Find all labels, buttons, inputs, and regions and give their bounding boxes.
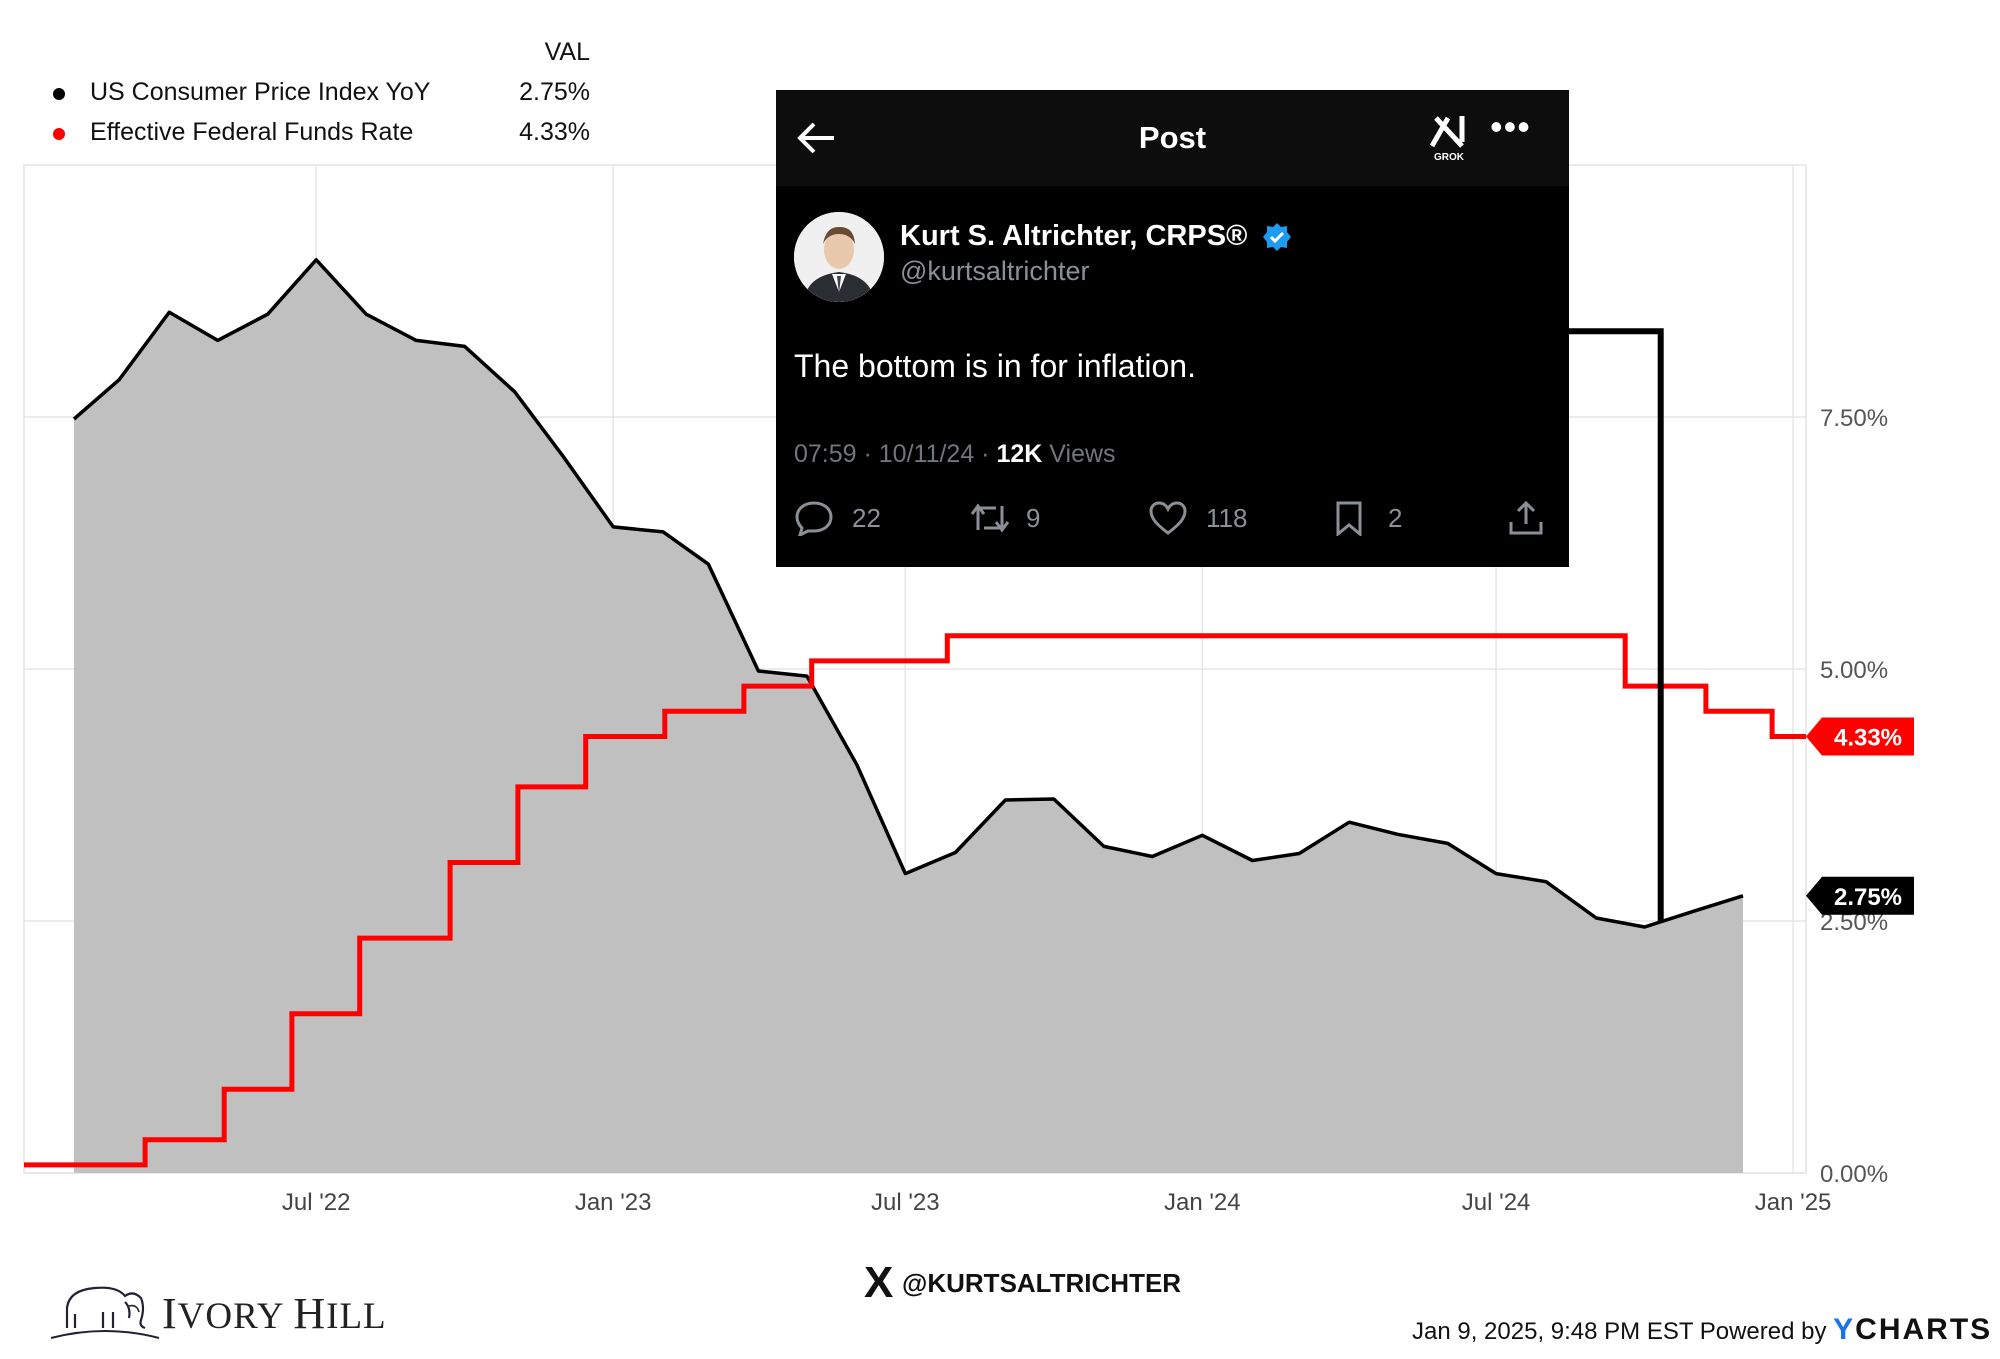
x-tick-label-5: Jan '25 xyxy=(1755,1189,1832,1216)
like-count: 118 xyxy=(1206,503,1248,533)
x-tick-label-2: Jul '23 xyxy=(871,1189,940,1216)
x-tick-label-1: Jan '23 xyxy=(575,1189,652,1216)
reply-count: 22 xyxy=(852,503,881,533)
share-button[interactable] xyxy=(1506,500,1546,536)
tweet-handle[interactable]: @kurtsaltrichter xyxy=(900,256,1090,286)
reply-icon xyxy=(795,501,833,536)
more-options-icon[interactable]: ••• xyxy=(1490,106,1531,147)
watermark-handle: @KURTSALTRICHTER xyxy=(902,1268,1182,1298)
badge-bg-0 xyxy=(1806,876,1914,915)
footer-date: Jan 9, 2025, 9:48 PM EST Powered by xyxy=(1412,1318,1834,1345)
legend-value-cpi: 2.75% xyxy=(519,78,590,106)
tweet-author[interactable]: Kurt S. Altrichter, CRPS® xyxy=(900,220,1248,252)
annotation-bracket xyxy=(1569,328,1664,921)
cpi-area xyxy=(74,259,1743,1173)
x-logo-icon: X xyxy=(864,1258,894,1307)
y-tick-label-2: 5.00% xyxy=(1820,657,1888,684)
tweet-meta: 07:59 · 10/11/24 · 12K Views xyxy=(794,440,1116,469)
tweet-header-title: Post xyxy=(1138,120,1207,155)
heart-icon xyxy=(1149,501,1187,535)
chart-points xyxy=(23,259,1807,1166)
x-tick-label-3: Jan '24 xyxy=(1164,1189,1241,1216)
tweet-views-label: Views xyxy=(1042,440,1116,468)
footer: Jan 9, 2025, 9:48 PM EST Powered by YCHA… xyxy=(1412,1313,1992,1347)
tweet-text: The bottom is in for inflation. xyxy=(794,348,1196,384)
value-badges: 2.75% 4.33% xyxy=(1806,717,1914,915)
badge-bg-1 xyxy=(1806,717,1914,756)
company-name: IVORY HILL xyxy=(162,1289,387,1338)
legend-dot-ffr xyxy=(53,128,65,140)
grok-icon[interactable]: GROK xyxy=(1428,112,1470,164)
repost-count: 9 xyxy=(1026,503,1041,533)
y-tick-label-0: 0.00% xyxy=(1820,1161,1888,1188)
x-tick-label-4: Jul '24 xyxy=(1462,1189,1531,1216)
grok-label: GROK xyxy=(1434,152,1465,163)
legend-dot-cpi xyxy=(53,88,65,100)
x-tick-label-0: Jul '22 xyxy=(282,1189,351,1216)
repost-icon xyxy=(970,503,1010,533)
tweet-time: 07:59 · 10/11/24 · xyxy=(794,440,997,468)
ycharts-logo: YCHARTS xyxy=(1833,1313,1993,1346)
ivory-hill-logo xyxy=(45,1268,385,1344)
back-arrow-icon[interactable] xyxy=(796,120,836,161)
bookmark-count: 2 xyxy=(1388,503,1403,533)
tweet-card[interactable]: Post GROK ••• Kurt S. Altrichter, CRPS® … xyxy=(776,90,1569,567)
ffr-line xyxy=(24,633,1806,1168)
badge-label-1: 4.33% xyxy=(1834,725,1902,752)
badge-label-0: 2.75% xyxy=(1834,884,1902,911)
legend-item-ffr: Effective Federal Funds Rate 4.33% xyxy=(45,118,605,150)
legend-value-ffr: 4.33% xyxy=(519,118,590,146)
legend-item-cpi: US Consumer Price Index YoY 2.75% xyxy=(45,78,605,110)
verified-badge-icon xyxy=(1262,222,1292,252)
share-icon xyxy=(1509,500,1543,535)
y-tick-label-3: 7.50% xyxy=(1820,405,1888,432)
bookmark-icon xyxy=(1336,501,1362,536)
legend-name-ffr: Effective Federal Funds Rate xyxy=(90,118,414,146)
legend-name-cpi: US Consumer Price Index YoY xyxy=(90,78,431,106)
avatar[interactable] xyxy=(794,212,884,302)
tweet-views-count: 12K xyxy=(996,440,1043,468)
legend-value-header: VAL xyxy=(544,38,590,66)
